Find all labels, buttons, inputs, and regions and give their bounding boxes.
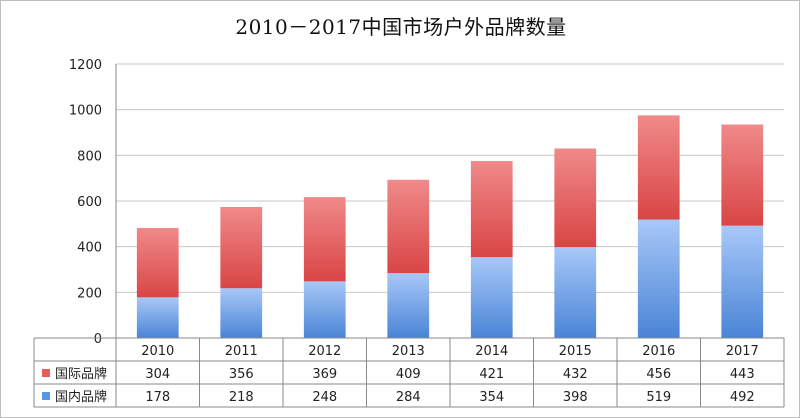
data-label: 432 bbox=[563, 367, 588, 382]
bar-segment-international bbox=[721, 124, 764, 226]
x-tick-label: 2010 bbox=[141, 344, 174, 359]
y-tick-label: 600 bbox=[77, 195, 102, 210]
data-label: 456 bbox=[646, 367, 671, 382]
data-label: 492 bbox=[730, 390, 755, 405]
x-tick-label: 2015 bbox=[559, 344, 592, 359]
data-label: 398 bbox=[563, 390, 588, 405]
chart-title: 2010－2017中国市场户外品牌数量 bbox=[235, 15, 567, 39]
x-tick-label: 2017 bbox=[726, 344, 759, 359]
data-label: 284 bbox=[396, 390, 421, 405]
y-tick-label: 400 bbox=[77, 241, 102, 256]
data-label: 354 bbox=[479, 390, 504, 405]
bar-segment-international bbox=[303, 197, 346, 282]
bar-segment-international bbox=[470, 161, 513, 258]
bar-segment-domestic bbox=[220, 288, 263, 338]
data-label: 519 bbox=[646, 390, 671, 405]
y-axis-ticks: 0 200 400 600 800 1000 1200 bbox=[69, 58, 102, 347]
bar-segment-domestic bbox=[637, 219, 680, 338]
data-table: 2010 2011 2012 2013 2014 2015 2016 2017 国际品牌 304 3… bbox=[33, 337, 785, 408]
x-tick-label: 2011 bbox=[225, 344, 258, 359]
bar-segment-international bbox=[554, 148, 597, 248]
y-tick-label: 1200 bbox=[69, 58, 102, 73]
x-tick-label: 2013 bbox=[392, 344, 425, 359]
data-label: 409 bbox=[396, 367, 421, 382]
legend-swatch bbox=[42, 392, 50, 400]
y-tick-label: 0 bbox=[94, 332, 102, 347]
data-label: 421 bbox=[479, 367, 504, 382]
bar-segment-domestic bbox=[136, 297, 179, 338]
gridlines bbox=[115, 63, 784, 339]
bar-segment-domestic bbox=[387, 273, 430, 338]
bar-segment-international bbox=[136, 227, 179, 298]
bar-segment-domestic bbox=[303, 281, 346, 338]
y-tick-label: 200 bbox=[77, 286, 102, 301]
legend-swatch bbox=[42, 369, 50, 377]
y-tick-label: 1000 bbox=[69, 104, 102, 119]
bar-segment-domestic bbox=[721, 225, 764, 338]
data-label: 248 bbox=[312, 390, 337, 405]
bars bbox=[136, 115, 764, 338]
bar-segment-domestic bbox=[554, 247, 597, 338]
x-tick-label: 2014 bbox=[475, 344, 508, 359]
legend-label: 国际品牌 bbox=[55, 366, 107, 382]
y-tick-label: 800 bbox=[77, 149, 102, 164]
data-label: 443 bbox=[730, 367, 755, 382]
bar-segment-international bbox=[220, 206, 263, 289]
bar-segment-international bbox=[637, 115, 680, 220]
data-label: 304 bbox=[145, 367, 170, 382]
legend-label: 国内品牌 bbox=[55, 389, 107, 405]
data-label: 178 bbox=[145, 390, 170, 405]
bar-segment-domestic bbox=[470, 257, 513, 338]
x-tick-label: 2012 bbox=[308, 344, 341, 359]
data-label: 369 bbox=[312, 367, 337, 382]
data-label: 356 bbox=[229, 367, 254, 382]
data-label: 218 bbox=[229, 390, 254, 405]
bar-segment-international bbox=[387, 179, 430, 274]
x-tick-label: 2016 bbox=[642, 344, 675, 359]
